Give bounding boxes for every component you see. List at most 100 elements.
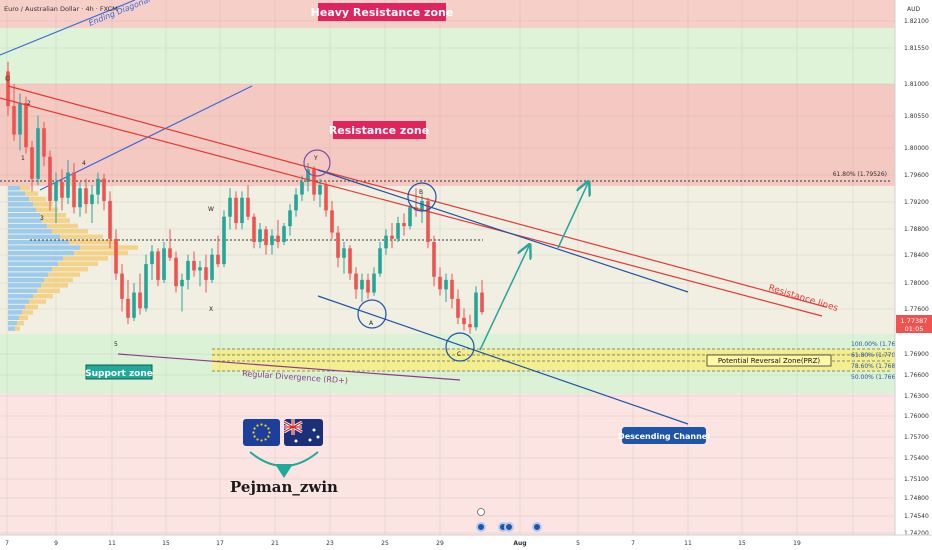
southern-cross-star	[308, 438, 312, 442]
candle-body	[264, 229, 268, 246]
time-tick-label: 17	[216, 540, 224, 547]
candle-body	[132, 292, 136, 318]
candle-body	[372, 273, 376, 293]
eu-star	[264, 424, 267, 427]
candle-body	[102, 178, 106, 201]
candle-body	[138, 292, 142, 309]
price-tick-label: 1.80000	[904, 145, 929, 152]
candle-body	[54, 181, 58, 201]
volume-bar-blue	[8, 310, 22, 315]
support-label-box	[85, 364, 153, 380]
candle-body	[252, 216, 256, 242]
candle-body	[12, 106, 16, 135]
volume-bar-blue	[8, 186, 20, 191]
time-tick-label: 11	[108, 540, 116, 547]
candle-body	[330, 210, 334, 233]
price-tick-label: 1.75700	[904, 434, 929, 441]
time-tick-label: 15	[162, 540, 170, 547]
time-tick-label: 7	[5, 540, 9, 547]
volume-bar-yellow	[69, 240, 118, 245]
price-tick-label: 1.78000	[904, 280, 929, 287]
candle-body	[444, 279, 448, 290]
volume-bar-yellow	[44, 277, 73, 283]
candle-body	[96, 178, 100, 195]
volume-bar-blue	[8, 240, 69, 245]
wave-label-5: 5	[114, 341, 118, 348]
volume-profile	[8, 186, 138, 331]
fib-label-786: 78.60% (1.76813)	[851, 363, 905, 370]
event-flag-icon[interactable]	[477, 508, 485, 516]
candle-body	[6, 71, 10, 107]
volume-bar-blue	[8, 272, 48, 277]
eu-star	[264, 438, 267, 441]
time-axis[interactable]	[0, 535, 932, 550]
event-marker-icon[interactable]	[476, 522, 486, 532]
wave-label-4: 4	[82, 160, 86, 167]
candle-body	[360, 279, 364, 290]
event-marker-icon[interactable]	[532, 522, 542, 532]
volume-bar-yellow	[80, 245, 138, 250]
fib-label-100: 100.00% (1.76904)	[851, 341, 909, 348]
volume-bar-blue	[8, 191, 25, 196]
wave-label-b: B	[419, 189, 423, 196]
candle-body	[324, 185, 328, 211]
volume-bar-yellow	[60, 234, 103, 239]
volume-bar-yellow	[37, 288, 60, 293]
candle-body	[198, 267, 202, 271]
lower-pink-band	[0, 394, 895, 550]
time-tick-label: Aug	[513, 540, 526, 547]
time-tick-label: 15	[738, 540, 746, 547]
eu-star	[267, 427, 270, 430]
price-tick-label: 1.74540	[904, 513, 929, 520]
candle-body	[144, 264, 148, 309]
candle-body	[306, 169, 310, 182]
wave-c-circle	[445, 332, 475, 362]
volume-bar-yellow	[22, 310, 33, 315]
volume-bar-yellow	[33, 294, 53, 299]
time-tick-label: 11	[684, 540, 692, 547]
time-tick-label: 9	[54, 540, 58, 547]
candle-body	[462, 317, 466, 325]
candle-body	[168, 248, 172, 258]
candle-body	[192, 260, 196, 271]
ending-diagonal-upper-line	[0, 0, 136, 56]
candle-body	[24, 102, 28, 148]
candle-body	[114, 238, 118, 274]
bar-countdown: 01:05	[905, 325, 924, 333]
price-tick-label: 1.76600	[904, 372, 929, 379]
candle-body	[234, 197, 238, 224]
price-tick-label: 1.76900	[904, 351, 929, 358]
candle-body	[30, 147, 34, 179]
candle-body	[384, 235, 388, 249]
volume-bar-blue	[8, 283, 41, 288]
wave-label-3: 3	[40, 215, 44, 222]
regular-divergence-line	[117, 353, 461, 381]
resistance-label: Resistance zone	[329, 124, 429, 137]
logo-text: Pejman_zwin	[230, 478, 338, 496]
volume-bar-yellow	[25, 191, 38, 196]
last-price: 1.77387	[901, 317, 928, 325]
candle-body	[90, 194, 94, 205]
candle-body	[426, 200, 430, 242]
southern-cross-star	[312, 428, 316, 432]
candlesticks	[6, 61, 484, 334]
southern-cross-star	[316, 435, 320, 439]
candle-body	[210, 254, 214, 280]
prz-label: Potential Reversal Zone(PRZ)	[718, 357, 821, 365]
candle-body	[222, 216, 226, 265]
volume-bar-yellow	[52, 267, 88, 272]
price-axis[interactable]	[895, 0, 932, 550]
candle-body	[456, 298, 460, 318]
volume-bar-blue	[8, 261, 58, 266]
volume-bar-blue	[8, 277, 44, 283]
event-marker-icon[interactable]	[504, 522, 514, 532]
volume-bar-blue	[8, 218, 42, 223]
price-tick-label: 1.81000	[904, 81, 929, 88]
heavy-resistance-label-box	[318, 3, 446, 21]
volume-bar-yellow	[15, 326, 20, 331]
volume-bar-yellow	[63, 256, 108, 261]
candle-body	[60, 181, 64, 198]
candle-body	[108, 200, 112, 239]
volume-bar-yellow	[48, 272, 80, 277]
